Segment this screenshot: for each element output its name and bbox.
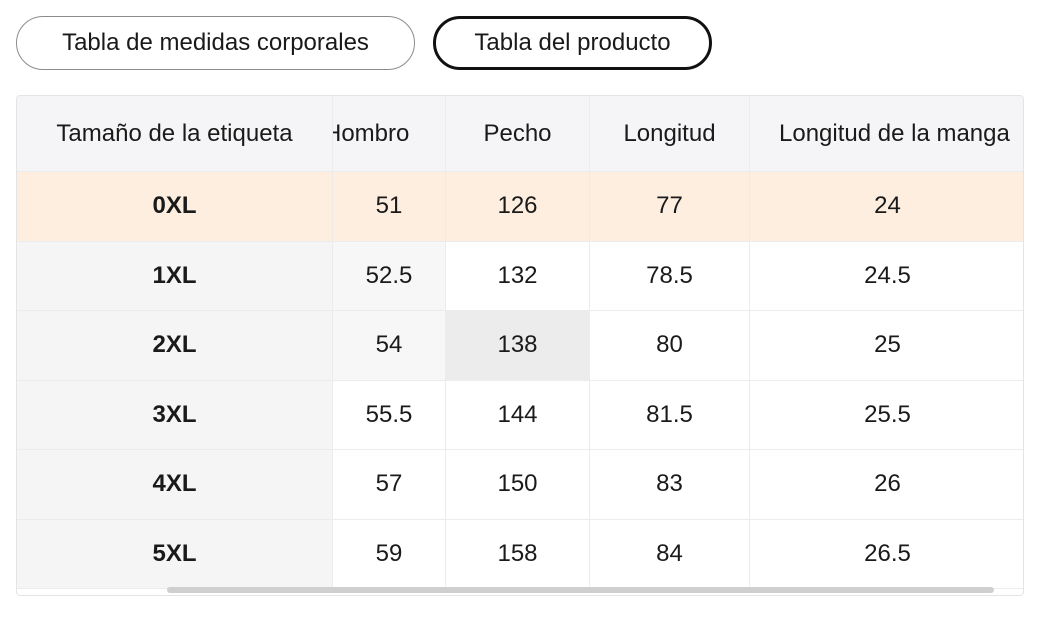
cell-sleeve: 24.5 [750, 241, 1023, 311]
cell-length: 78.5 [590, 241, 750, 311]
column-size: Tamaño de la etiqueta 0XL 1XL 2XL 3XL 4X… [17, 96, 333, 589]
cell-shoulder: 51 [333, 172, 446, 242]
cell-sleeve: 26.5 [750, 519, 1023, 589]
cell-shoulder: 55.5 [333, 380, 446, 450]
column-sleeve: Longitud de la manga 24 24.5 25 25.5 26 … [750, 96, 1023, 589]
cell-chest: 126 [446, 172, 590, 242]
cell-length: 84 [590, 519, 750, 589]
cell-shoulder: 57 [333, 450, 446, 520]
tab-product-table[interactable]: Tabla del producto [433, 16, 712, 70]
cell-size: 1XL [17, 241, 333, 311]
header-shoulder: Hombro [333, 96, 446, 172]
header-length: Longitud [590, 96, 750, 172]
cell-sleeve: 26 [750, 450, 1023, 520]
cell-shoulder: 52.5 [333, 241, 446, 311]
size-chart-tabs: Tabla de medidas corporales Tabla del pr… [16, 16, 712, 70]
cell-size: 0XL [17, 172, 333, 242]
cell-size: 2XL [17, 311, 333, 381]
column-length: Longitud 77 78.5 80 81.5 83 84 [590, 96, 750, 589]
cell-shoulder: 59 [333, 519, 446, 589]
column-chest: Pecho 126 132 138 144 150 158 [446, 96, 590, 589]
header-sleeve: Longitud de la manga [750, 96, 1023, 172]
size-table-grid: Tamaño de la etiqueta 0XL 1XL 2XL 3XL 4X… [17, 96, 1023, 589]
size-table[interactable]: Tamaño de la etiqueta 0XL 1XL 2XL 3XL 4X… [16, 95, 1024, 596]
column-shoulder: Hombro 51 52.5 54 55.5 57 59 [333, 96, 446, 589]
horizontal-scrollbar[interactable] [167, 587, 994, 593]
cell-size: 4XL [17, 450, 333, 520]
cell-chest: 158 [446, 519, 590, 589]
header-size: Tamaño de la etiqueta [17, 96, 333, 172]
cell-length: 80 [590, 311, 750, 381]
cell-length: 77 [590, 172, 750, 242]
tab-body-measurements[interactable]: Tabla de medidas corporales [16, 16, 415, 70]
cell-sleeve: 24 [750, 172, 1023, 242]
header-shoulder-label: Hombro [333, 119, 410, 147]
cell-chest-hovered: 138 [446, 311, 590, 381]
cell-chest: 144 [446, 380, 590, 450]
cell-shoulder: 54 [333, 311, 446, 381]
cell-size: 5XL [17, 519, 333, 589]
cell-chest: 150 [446, 450, 590, 520]
cell-chest: 132 [446, 241, 590, 311]
cell-length: 81.5 [590, 380, 750, 450]
cell-sleeve: 25.5 [750, 380, 1023, 450]
cell-length: 83 [590, 450, 750, 520]
cell-size: 3XL [17, 380, 333, 450]
cell-sleeve: 25 [750, 311, 1023, 381]
header-chest: Pecho [446, 96, 590, 172]
